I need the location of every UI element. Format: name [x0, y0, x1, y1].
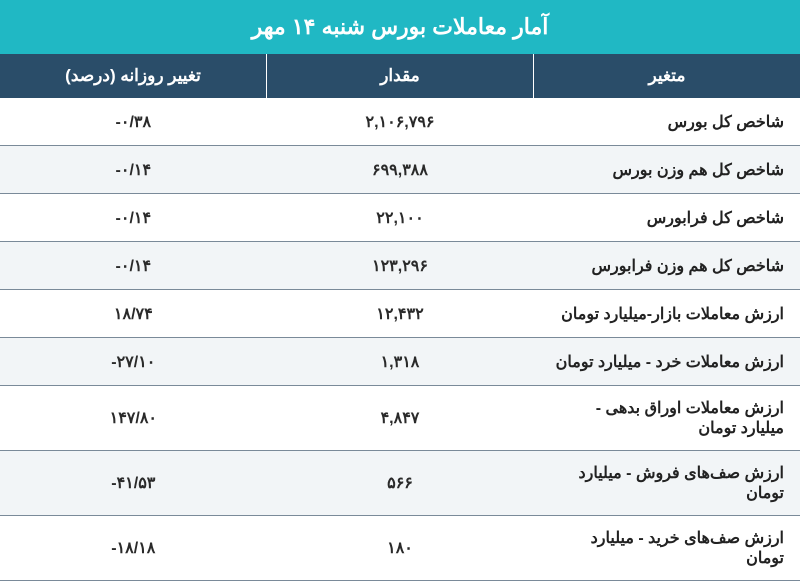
cell-value: ۴,۸۴۷ — [267, 386, 534, 450]
cell-value: ۲۲,۱۰۰ — [267, 194, 534, 241]
table-body: شاخص کل بورس۲,۱۰۶,۷۹۶-۰/۳۸شاخص کل هم وزن… — [0, 98, 800, 581]
cell-variable: شاخص کل هم وزن بورس — [533, 146, 800, 193]
stats-table: آمار معاملات بورس شنبه ۱۴ مهر متغیر مقدا… — [0, 0, 800, 581]
col-header-value: مقدار — [266, 54, 533, 98]
table-row: شاخص کل هم وزن فرابورس۱۲۳,۲۹۶-۰/۱۴ — [0, 242, 800, 290]
table-row: ارزش صف‌های خرید - میلیارد تومان۱۸۰-۱۸/۱… — [0, 516, 800, 581]
cell-value: ۱۲۳,۲۹۶ — [267, 242, 534, 289]
cell-change: -۱۸/۱۸ — [0, 516, 267, 580]
cell-variable: ارزش معاملات بازار-میلیارد تومان — [533, 290, 800, 337]
cell-value: ۲,۱۰۶,۷۹۶ — [267, 98, 534, 145]
table-row: شاخص کل بورس۲,۱۰۶,۷۹۶-۰/۳۸ — [0, 98, 800, 146]
cell-variable: ارزش معاملات خرد - میلیارد تومان — [533, 338, 800, 385]
table-row: شاخص کل هم وزن بورس۶۹۹,۳۸۸-۰/۱۴ — [0, 146, 800, 194]
cell-value: ۱۲,۴۳۲ — [267, 290, 534, 337]
cell-value: ۱,۳۱۸ — [267, 338, 534, 385]
cell-variable: ارزش معاملات اوراق بدهی - میلیارد تومان — [533, 386, 800, 450]
cell-variable: شاخص کل هم وزن فرابورس — [533, 242, 800, 289]
cell-value: ۶۹۹,۳۸۸ — [267, 146, 534, 193]
cell-change: ۱۴۷/۸۰ — [0, 386, 267, 450]
table-title: آمار معاملات بورس شنبه ۱۴ مهر — [0, 0, 800, 54]
cell-change: ۱۸/۷۴ — [0, 290, 267, 337]
cell-change: -۰/۱۴ — [0, 194, 267, 241]
cell-value: ۵۶۶ — [267, 451, 534, 515]
table-row: ارزش معاملات اوراق بدهی - میلیارد تومان۴… — [0, 386, 800, 451]
table-row: ارزش معاملات خرد - میلیارد تومان۱,۳۱۸-۲۷… — [0, 338, 800, 386]
table-header-row: متغیر مقدار تغییر روزانه (درصد) — [0, 54, 800, 98]
cell-change: -۴۱/۵۳ — [0, 451, 267, 515]
cell-change: -۰/۱۴ — [0, 146, 267, 193]
col-header-variable: متغیر — [533, 54, 800, 98]
cell-change: -۰/۱۴ — [0, 242, 267, 289]
cell-variable: ارزش صف‌های خرید - میلیارد تومان — [533, 516, 800, 580]
cell-variable: ارزش صف‌های فروش - میلیارد تومان — [533, 451, 800, 515]
col-header-change: تغییر روزانه (درصد) — [0, 54, 266, 98]
table-row: شاخص کل فرابورس۲۲,۱۰۰-۰/۱۴ — [0, 194, 800, 242]
table-row: ارزش صف‌های فروش - میلیارد تومان۵۶۶-۴۱/۵… — [0, 451, 800, 516]
cell-variable: شاخص کل فرابورس — [533, 194, 800, 241]
cell-change: -۲۷/۱۰ — [0, 338, 267, 385]
table-row: ارزش معاملات بازار-میلیارد تومان۱۲,۴۳۲۱۸… — [0, 290, 800, 338]
cell-value: ۱۸۰ — [267, 516, 534, 580]
cell-change: -۰/۳۸ — [0, 98, 267, 145]
cell-variable: شاخص کل بورس — [533, 98, 800, 145]
